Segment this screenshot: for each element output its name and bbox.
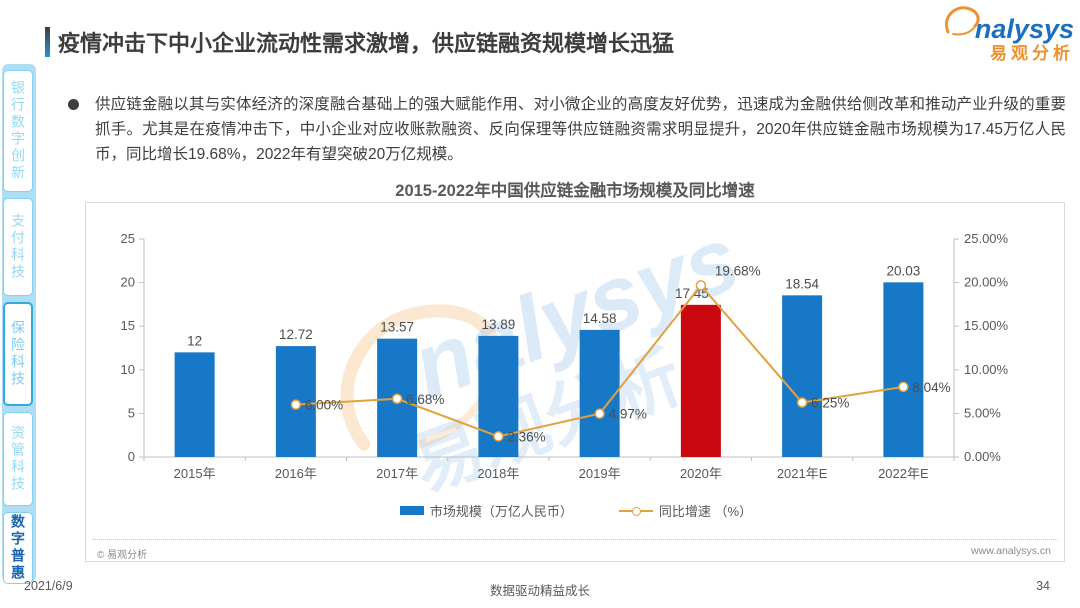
line-marker [391, 393, 403, 405]
growth-value-label: 4.97% [609, 407, 647, 422]
bar-value-label: 12.72 [279, 327, 313, 342]
category-label: 2015年 [174, 466, 216, 481]
left-axis-label: 0 [128, 449, 135, 464]
analysys-swoosh-icon [941, 3, 983, 42]
chart-copyright: © 易观分析 [97, 550, 148, 561]
sidebar-item-insurance-tech[interactable]: 保险科技 [3, 302, 33, 406]
chart-container: nalysys 易观分析 0 5 10 15 20 25 0.00% 5.00% 10.00% 1… [85, 202, 1065, 562]
analysys-logo: nalysys 易观分析 [941, 6, 1074, 64]
footer-page-number: 34 [1036, 579, 1050, 593]
right-axis-label: 10.00% [964, 362, 1009, 377]
category-label: 2020年 [680, 466, 722, 481]
right-axis-label: 25.00% [964, 231, 1009, 246]
line-marker [290, 399, 302, 410]
bar [174, 352, 215, 457]
footer-date: 2021/6/9 [24, 579, 73, 593]
bar-series-swatch [399, 506, 424, 515]
category-label: 2017年 [376, 466, 418, 481]
left-axis-label: 25 [121, 231, 135, 246]
category-label: 2016年 [275, 466, 317, 481]
chart-title: 2015-2022年中国供应链金融市场规模及同比增速 [395, 182, 755, 200]
line-marker [796, 397, 808, 408]
right-axis-label: 15.00% [964, 318, 1009, 333]
right-axis-label: 5.00% [964, 405, 1001, 420]
bullet-icon [68, 99, 79, 110]
growth-value-label: 6.00% [305, 398, 343, 413]
bar [680, 304, 721, 457]
logo-brand-chinese: 易观分析 [990, 44, 1074, 63]
growth-value-label: 19.68% [715, 263, 761, 278]
growth-value-label: 8.04% [912, 380, 950, 395]
category-label: 2022年E [878, 466, 929, 481]
bar [782, 295, 823, 457]
category-label: 2021年E [777, 466, 828, 481]
bar [579, 329, 620, 457]
sidebar-item-asset-management-tech[interactable]: 资管科技 [3, 412, 33, 506]
growth-value-label: 6.25% [811, 396, 849, 411]
legend-label-market-size: 市场规模（万亿人民币） [429, 504, 573, 519]
chart-source-url: www.analysys.cn [971, 545, 1051, 557]
growth-value-label: 2.36% [507, 429, 545, 444]
line-marker [594, 408, 605, 419]
category-label: 2018年 [477, 466, 519, 481]
chart-footer-divider [92, 539, 1058, 540]
line-marker [493, 431, 504, 442]
page-title: 疫情冲击下中小企业流动性需求激增，供应链融资规模增长迅猛 [58, 31, 675, 56]
category-label: 2019年 [579, 466, 621, 481]
bar-value-label: 13.57 [380, 320, 414, 335]
line-series-swatch [618, 506, 653, 516]
bar-value-label: 13.89 [481, 317, 515, 332]
left-axis-label: 10 [121, 362, 135, 377]
right-axis-label: 0.00% [964, 449, 1001, 464]
legend-label-growth-rate: 同比增速 （%） [658, 504, 753, 519]
sidebar-item-bank-digital-innovation[interactable]: 银行数字创新 [3, 70, 33, 192]
sidebar-item-payment-tech[interactable]: 支付科技 [3, 198, 33, 296]
logo-brand-text: nalysys [974, 14, 1074, 44]
left-axis-label: 5 [128, 405, 135, 420]
summary-text: 供应链金融以其与实体经济的深度融合基础上的强大赋能作用、对小微企业的高度友好优势… [95, 96, 1066, 163]
market-size-growth-chart: 0 5 10 15 20 25 0.00% 5.00% 10.00% 15.00% 20.00% 25… [121, 231, 1009, 481]
growth-value-label: 6.68% [406, 392, 444, 407]
right-axis-label: 20.00% [964, 275, 1009, 290]
bar-value-label: 18.54 [785, 276, 819, 291]
legend-item-growth-rate: 同比增速 （%） [618, 501, 753, 520]
left-axis-label: 15 [121, 318, 135, 333]
left-axis-label: 20 [121, 275, 135, 290]
line-marker [898, 381, 909, 393]
title-accent-bar [45, 27, 50, 57]
bar-value-label: 12 [187, 333, 202, 348]
bar-value-label: 14.58 [583, 311, 617, 326]
sidebar-item-digital-inclusion[interactable]: 数字普惠 [3, 512, 33, 584]
footer-slogan: 数据驱动精益成长 [489, 584, 590, 598]
legend-item-market-size: 市场规模（万亿人民币） [399, 501, 573, 520]
chart-legend: 市场规模（万亿人民币） 同比增速 （%） [86, 501, 1066, 520]
line-marker [695, 280, 707, 291]
bar-value-label: 20.03 [886, 263, 920, 278]
bar [883, 282, 924, 457]
summary-bullet: 供应链金融以其与实体经济的深度融合基础上的强大赋能作用、对小微企业的高度友好优势… [66, 92, 1066, 167]
